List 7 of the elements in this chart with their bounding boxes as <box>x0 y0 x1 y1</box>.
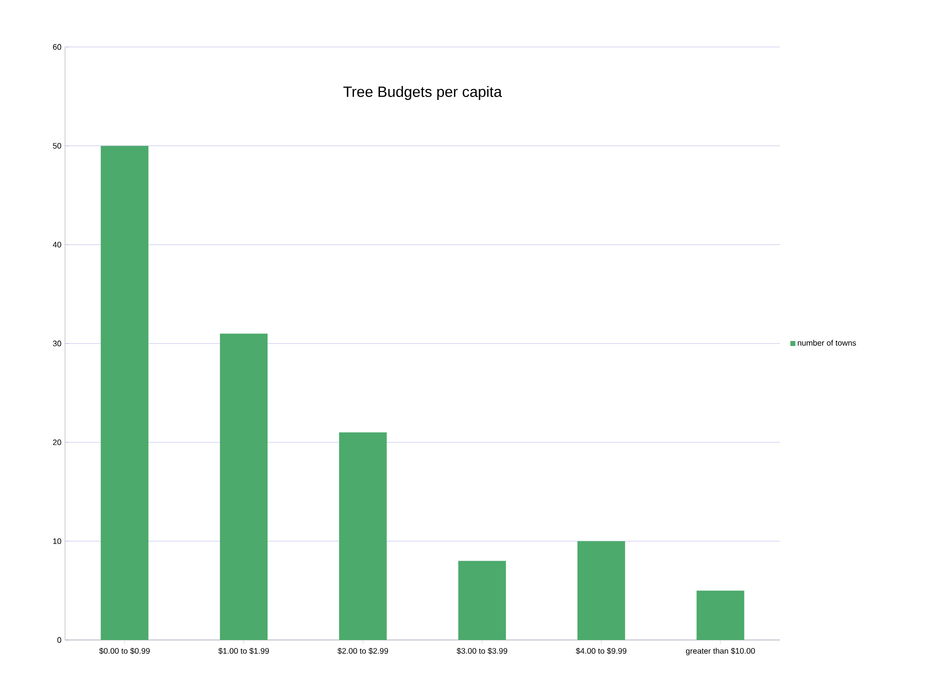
bar <box>696 590 744 640</box>
bar <box>339 432 387 640</box>
bar <box>100 146 148 640</box>
text: Tree Budgets per capita <box>343 86 502 100</box>
bar <box>458 560 506 640</box>
bar <box>577 541 626 640</box>
bar <box>220 334 268 640</box>
